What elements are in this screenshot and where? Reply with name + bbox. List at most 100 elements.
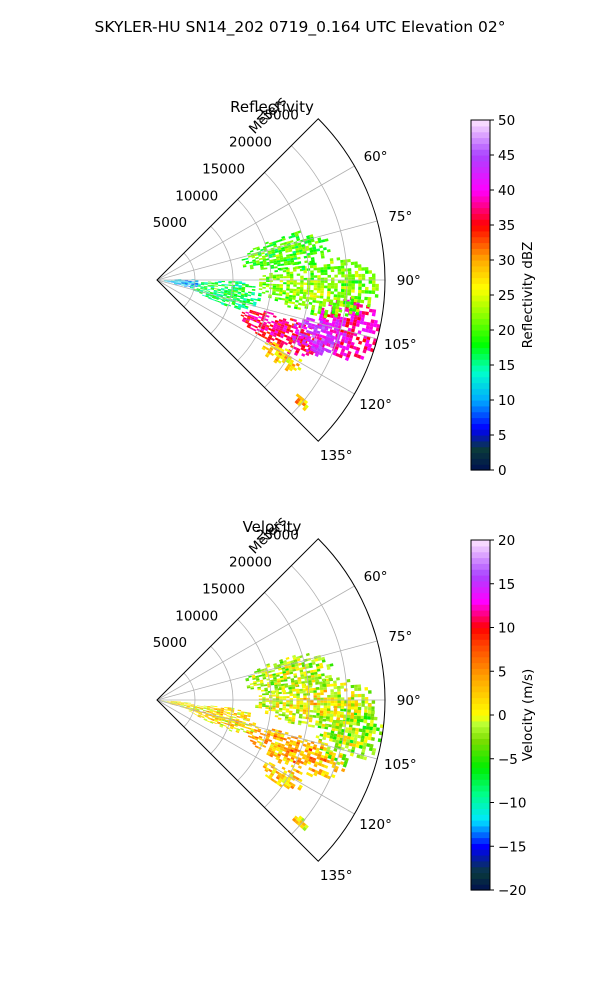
colorbar-tick-label: 45 <box>498 148 515 164</box>
colorbar-segment <box>471 849 490 856</box>
colorbar-segment <box>471 732 490 739</box>
colorbar-segment <box>471 289 490 296</box>
colorbar-segment <box>471 265 490 273</box>
colorbar-segment <box>471 149 490 156</box>
colorbar-segment <box>471 423 490 430</box>
colorbar-segment <box>471 802 490 809</box>
figure-suptitle: SKYLER-HU SN14_202 0719_0.164 UTC Elevat… <box>95 18 506 37</box>
echo-region <box>241 230 331 273</box>
colorbar-segment <box>471 312 490 319</box>
azimuth-tick-label: 105° <box>384 757 417 773</box>
panel-title: Velocity <box>243 518 302 536</box>
range-tick-label: 10000 <box>175 608 218 624</box>
colorbar-tick-label: −15 <box>498 839 527 855</box>
colorbar-segment <box>471 435 490 442</box>
echo-region <box>262 761 303 791</box>
colorbar-segment <box>471 615 490 623</box>
colorbar-segment <box>471 598 490 605</box>
azimuth-tick-label: 120° <box>359 817 392 833</box>
colorbar-tick-label: 50 <box>498 113 515 129</box>
colorbar-segment <box>471 213 490 220</box>
range-tick-label: 25000 <box>256 528 299 544</box>
colorbar-segment <box>471 872 490 879</box>
colorbar-segment <box>471 697 490 704</box>
colorbar-segment <box>471 680 490 687</box>
colorbar-segment <box>471 388 490 395</box>
colorbar-segment <box>471 837 490 844</box>
colorbar-segment <box>471 125 490 133</box>
colorbar-segment <box>471 411 490 419</box>
colorbar-segment <box>471 236 490 244</box>
colorbar-segment <box>471 330 490 337</box>
echo-region <box>291 815 309 832</box>
colorbar: 0 5 10 15 20 25 30 35 40 45 50 Reflectivity dBZ <box>470 113 536 479</box>
colorbar-tick-label: 0 <box>498 708 507 724</box>
colorbar-segment <box>471 843 490 850</box>
range-tick-label: 5000 <box>153 635 187 651</box>
colorbar-segment <box>471 353 490 360</box>
colorbar-segment <box>471 767 490 774</box>
range-tick-label: 15000 <box>202 161 245 177</box>
colorbar-segment <box>471 575 490 582</box>
colorbar-segment <box>471 201 490 209</box>
colorbar-segment <box>471 796 490 804</box>
colorbar-segment <box>471 254 490 261</box>
colorbar-segment <box>471 703 490 710</box>
colorbar-segment <box>471 604 490 611</box>
colorbar-segment <box>471 831 490 839</box>
colorbar-segment <box>471 347 490 354</box>
colorbar-segment <box>471 627 490 634</box>
colorbar-segment <box>471 820 490 827</box>
colorbar-segment <box>471 458 490 465</box>
azimuth-tick-label: 60° <box>364 149 388 165</box>
azimuth-line <box>156 640 378 701</box>
colorbar-segment <box>471 709 490 716</box>
colorbar-segment <box>471 790 490 798</box>
colorbar-tick-label: 15 <box>498 358 515 374</box>
azimuth-tick-label: 135° <box>320 868 353 884</box>
colorbar-tick-label: 20 <box>498 533 515 549</box>
colorbar-segment <box>471 137 490 144</box>
azimuth-tick-label: 60° <box>364 569 388 585</box>
colorbar-segment <box>471 359 490 366</box>
colorbar-tick-label: −5 <box>498 752 518 768</box>
colorbar-segment <box>471 195 490 203</box>
colorbar-segment <box>471 540 490 547</box>
colorbar-segment <box>471 166 490 174</box>
colorbar-segment <box>471 260 490 267</box>
colorbar-segment <box>471 365 490 372</box>
azimuth-tick-label: 75° <box>388 209 412 225</box>
colorbar-tick-label: 5 <box>498 664 507 680</box>
colorbar-segment <box>471 184 490 191</box>
panels: Reflectivity500010000150002000025000Mete… <box>153 93 536 899</box>
colorbar-segment <box>471 878 490 885</box>
colorbar-segment <box>471 726 490 734</box>
colorbar-segment <box>471 785 490 792</box>
colorbar-tick-label: 30 <box>498 253 515 269</box>
colorbar-segment <box>471 277 490 284</box>
colorbar-segment <box>471 691 490 699</box>
range-tick-label: 20000 <box>229 555 272 571</box>
colorbar-segment <box>471 662 490 669</box>
colorbar-segment <box>471 242 490 249</box>
colorbar-tick-label: −20 <box>498 883 527 899</box>
colorbar-label: Reflectivity dBZ <box>520 242 536 349</box>
colorbar-segment <box>471 376 490 384</box>
colorbar-segment <box>471 178 490 185</box>
colorbar-segment <box>471 405 490 413</box>
range-tick-label: 25000 <box>256 108 299 124</box>
colorbar-segment <box>471 417 490 424</box>
colorbar-segment <box>471 750 490 757</box>
colorbar-segment <box>471 779 490 786</box>
colorbar-segment <box>471 452 490 459</box>
colorbar-segment <box>471 219 490 226</box>
azimuth-tick-label: 120° <box>359 397 392 413</box>
colorbar-segment <box>471 300 490 308</box>
colorbar-segment <box>471 207 490 214</box>
sector-outline <box>156 118 386 442</box>
colorbar-tick-label: 20 <box>498 323 515 339</box>
colorbar-segment <box>471 621 490 629</box>
colorbar-segment <box>471 341 490 349</box>
colorbar-segment <box>471 446 490 454</box>
